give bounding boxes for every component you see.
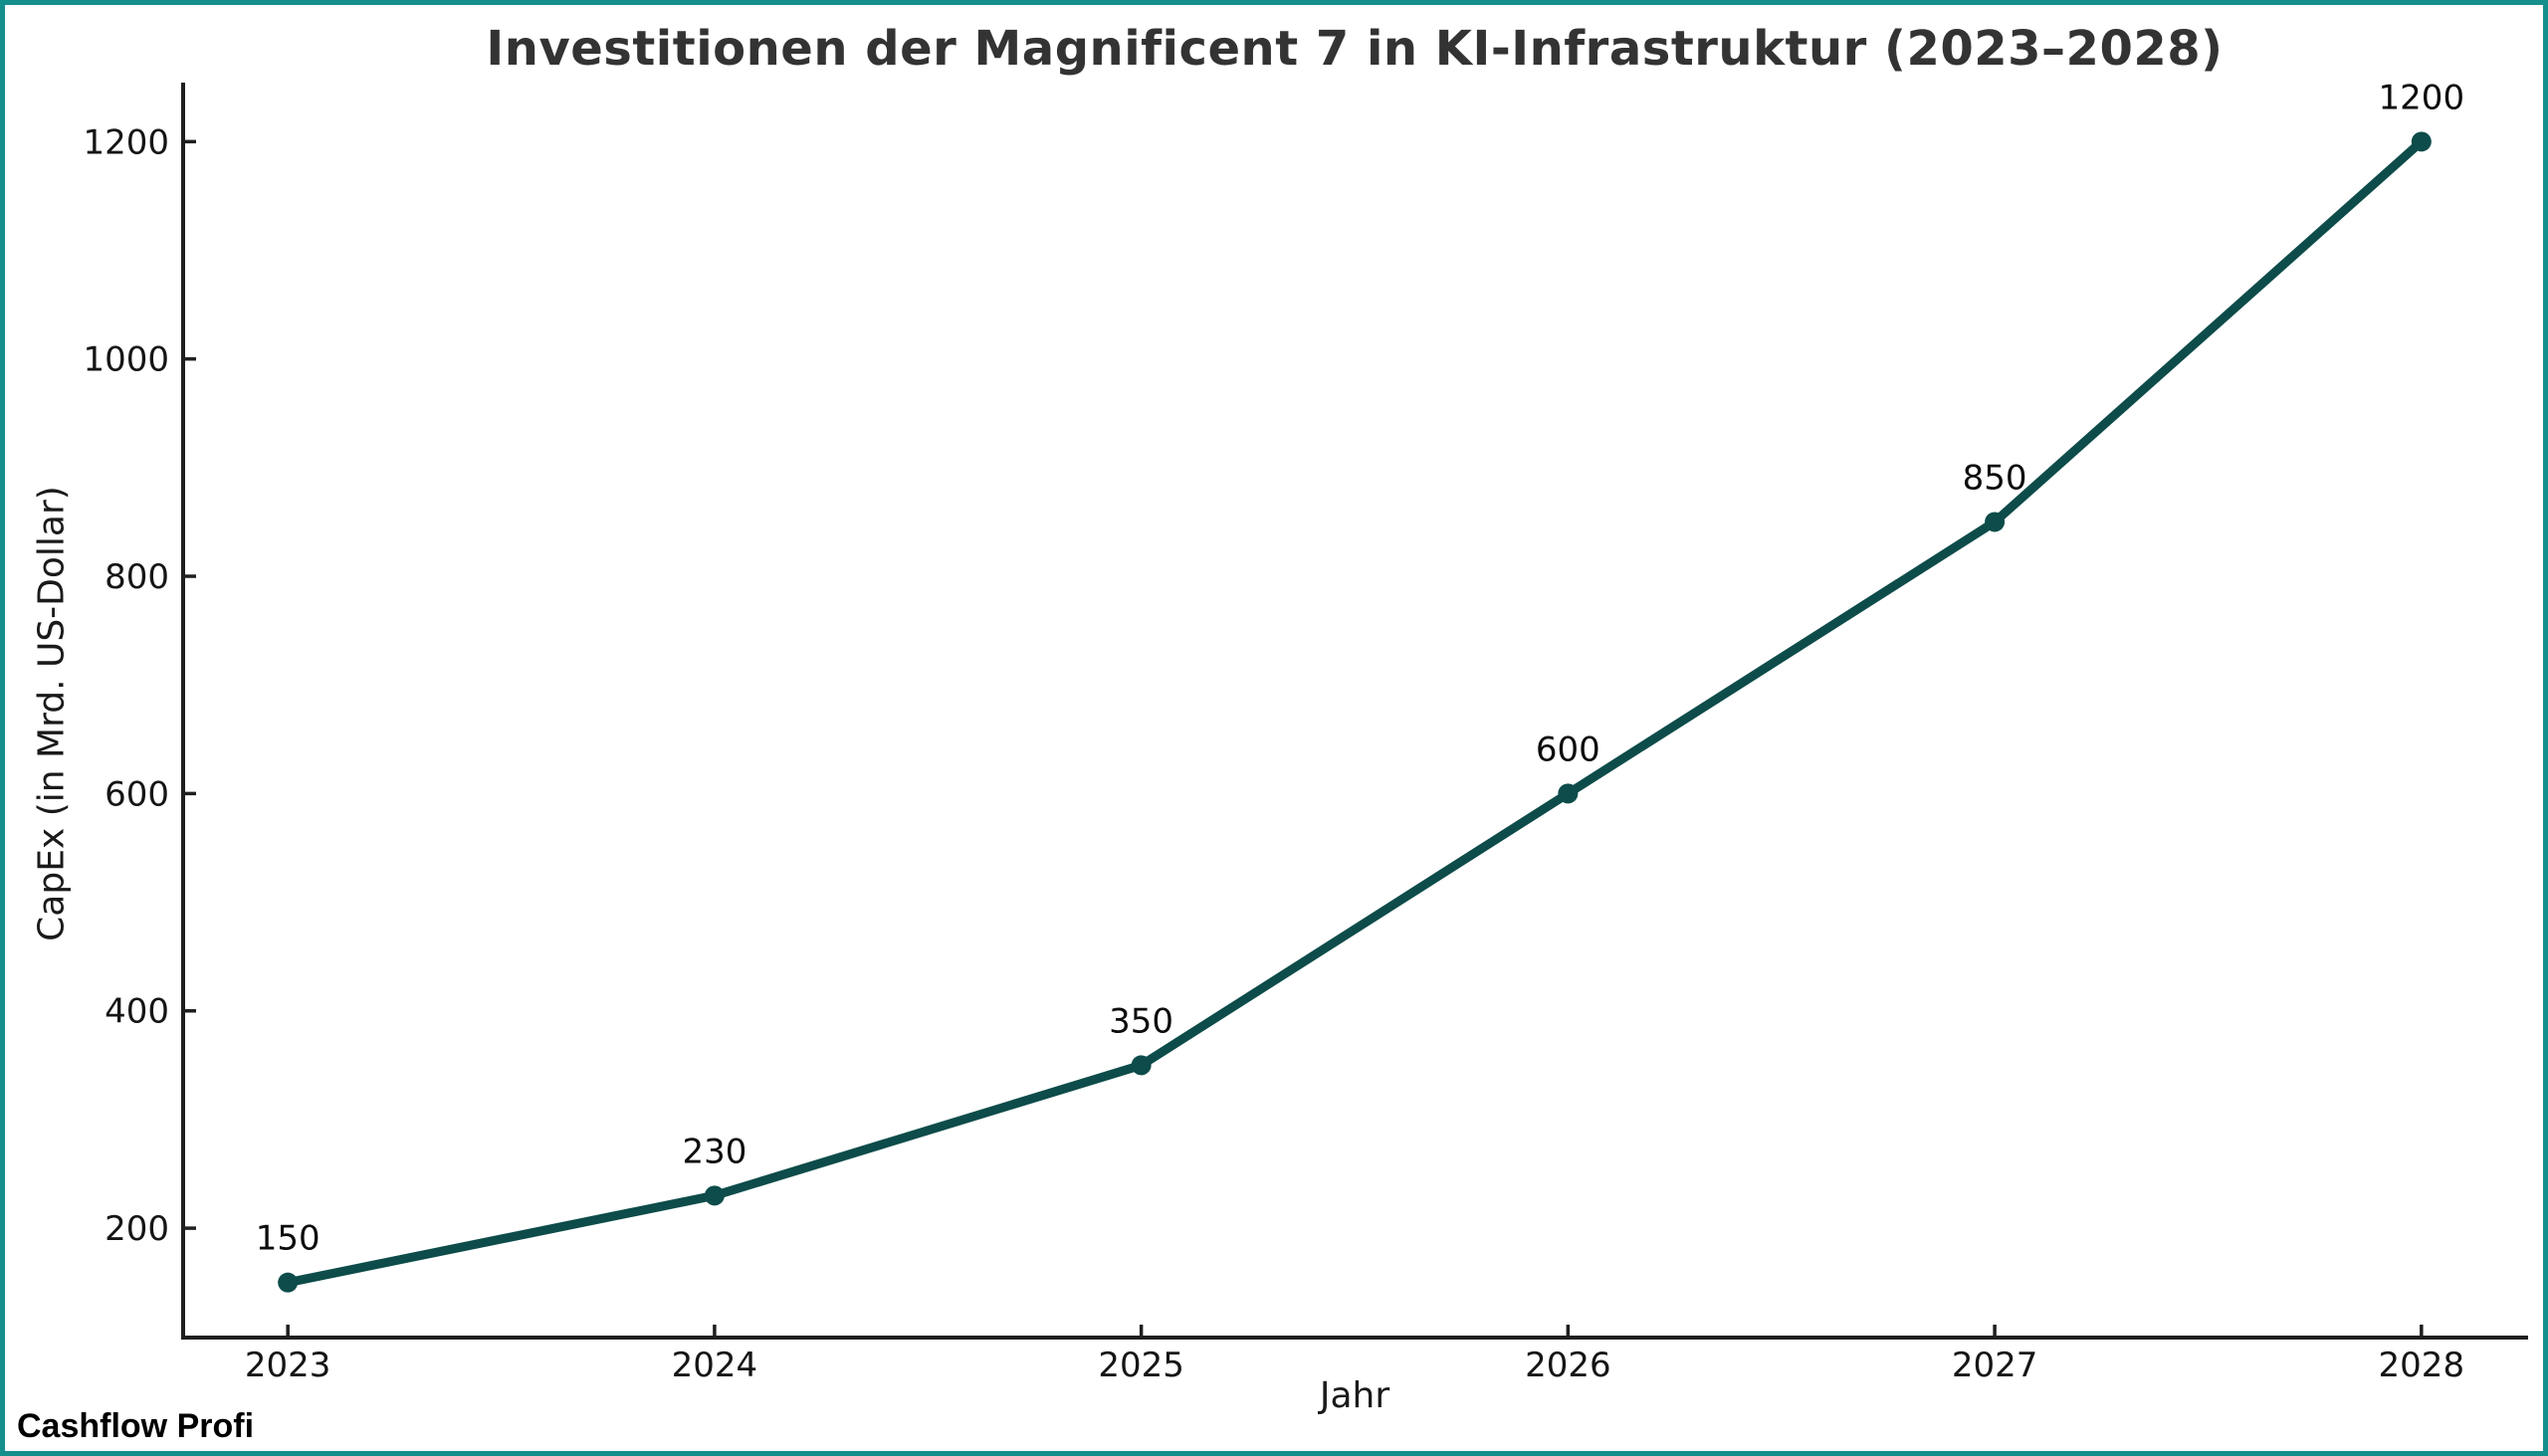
- data-point-marker: [1558, 783, 1579, 804]
- y-tick-label: 400: [105, 992, 169, 1032]
- data-point-label: 1200: [2379, 78, 2465, 117]
- y-tick-label: 1000: [83, 340, 169, 380]
- y-tick-label: 600: [105, 774, 169, 814]
- capex-series-line: [283, 136, 2427, 1288]
- x-tick-label: 2023: [245, 1346, 331, 1385]
- y-tick-label: 200: [105, 1209, 169, 1249]
- data-point-marker: [1985, 512, 2006, 532]
- data-point-label: 850: [1963, 458, 2027, 498]
- x-axis-title: Jahr: [1319, 1375, 1390, 1416]
- x-tick-label: 2026: [1525, 1346, 1611, 1385]
- data-point-marker: [278, 1272, 299, 1293]
- data-point-label: 230: [682, 1132, 746, 1171]
- x-tick-label: 2028: [2379, 1346, 2465, 1385]
- x-tick-label: 2025: [1098, 1346, 1184, 1385]
- watermark-label: Cashflow Profi: [17, 1407, 255, 1445]
- line-chart-canvas: 200 400 600 800 1000 1200 2023 2024 2025 2026 2027…: [83, 78, 2528, 1385]
- data-point-label: 150: [256, 1219, 320, 1259]
- y-tick-label: 1200: [83, 122, 169, 162]
- x-tick-label: 2027: [1952, 1346, 2038, 1385]
- y-tick-label: 800: [105, 557, 169, 597]
- chart-title: Investitionen der Magnificent 7 in KI-In…: [486, 21, 2224, 77]
- data-point-marker: [2411, 131, 2432, 152]
- data-point-label: 600: [1536, 729, 1600, 769]
- data-point-marker: [704, 1185, 725, 1206]
- data-point-marker: [1131, 1055, 1152, 1076]
- data-point-label: 350: [1109, 1001, 1173, 1041]
- x-tick-label: 2024: [672, 1346, 758, 1385]
